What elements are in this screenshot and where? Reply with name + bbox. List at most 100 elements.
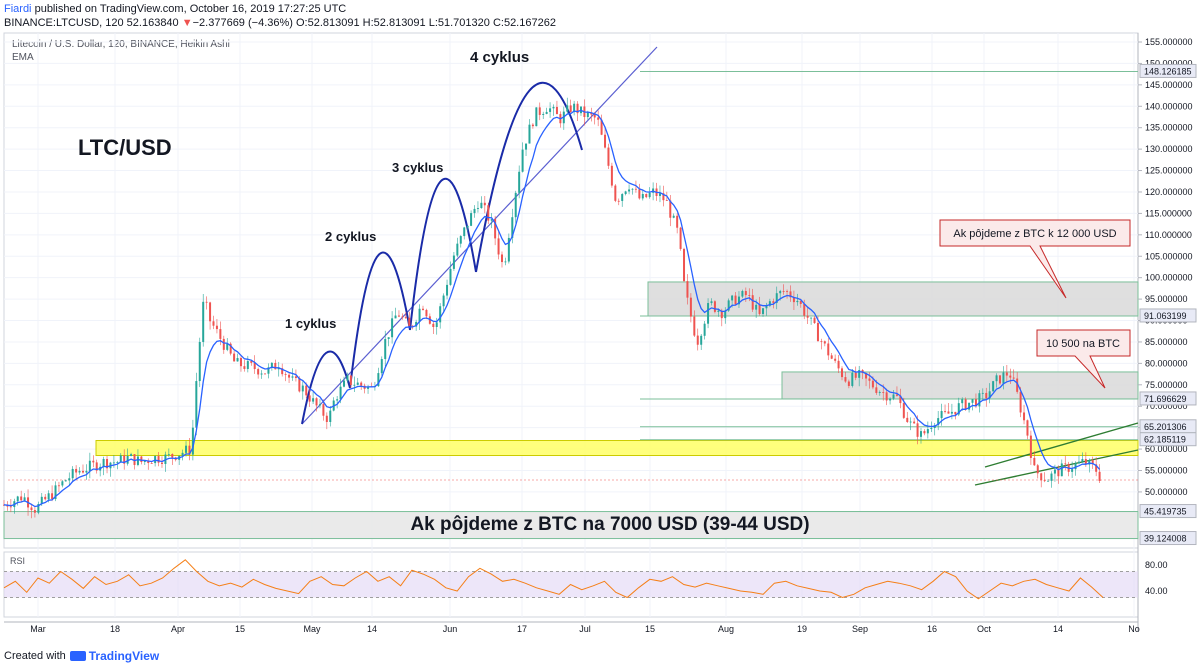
- candle-body: [813, 317, 816, 323]
- created-with-label: Created with: [4, 650, 66, 662]
- candle-body: [415, 321, 418, 327]
- callout1-box: [939, 219, 1131, 299]
- candle-body: [621, 194, 624, 201]
- candle-body: [573, 103, 576, 113]
- legend-ema: EMA: [12, 52, 34, 63]
- price-tick-label: 150.000000: [1145, 58, 1193, 68]
- chart-annotations: LTC/USD 1 cyklus 2 cyklus 3 cyklus 4 cyklus A…: [78, 49, 1131, 535]
- candle-body: [586, 112, 589, 118]
- candle-body: [634, 188, 637, 190]
- candle-body: [851, 372, 854, 386]
- candle-body: [847, 381, 850, 386]
- candle-body: [566, 105, 569, 112]
- candle-body: [133, 454, 136, 465]
- candle-body: [689, 297, 692, 317]
- candle-body: [92, 460, 95, 463]
- candle-body: [786, 291, 789, 292]
- candle-body: [288, 374, 291, 378]
- candle-body: [136, 456, 139, 465]
- time-tick-label: 19: [797, 624, 807, 634]
- candle-body: [930, 427, 933, 430]
- time-tick-label: 15: [645, 624, 655, 634]
- candle-body: [54, 485, 57, 500]
- candle-body: [106, 458, 109, 469]
- candle-body: [858, 370, 861, 378]
- price-tick-label: 85.000000: [1145, 337, 1188, 347]
- callout2-box: [1036, 329, 1131, 389]
- candle-body: [683, 248, 686, 282]
- candle-body: [449, 268, 452, 285]
- price-chart[interactable]: RSI 80.00 40.00 155.000000 150.000000 145.00…: [0, 0, 1200, 645]
- candle-body: [823, 341, 826, 344]
- price-tick-label: 130.000000: [1145, 144, 1193, 154]
- candle-body: [315, 398, 318, 406]
- candle-body: [260, 373, 263, 375]
- candle-body: [710, 301, 713, 304]
- candle-body: [837, 360, 840, 369]
- candle-body: [418, 308, 421, 322]
- candle-body: [779, 291, 782, 294]
- candle-body: [792, 297, 795, 303]
- candle-body: [291, 376, 294, 378]
- candle-body: [270, 362, 273, 368]
- candle-body: [686, 281, 689, 298]
- candle-body: [1060, 463, 1063, 477]
- candle-body: [75, 468, 78, 473]
- candle-body: [476, 208, 479, 209]
- candle-body: [85, 470, 88, 473]
- candle-body: [707, 303, 710, 324]
- candle-body: [944, 411, 947, 412]
- candle-body: [820, 341, 823, 343]
- candle-body: [631, 188, 634, 190]
- channel-upper: [984, 422, 1139, 468]
- time-tick-label: Mar: [30, 624, 46, 634]
- candle-body: [755, 304, 758, 310]
- ema-series: [3, 109, 1101, 508]
- price-tick-label: 155.000000: [1145, 37, 1193, 47]
- candle-body: [209, 302, 212, 322]
- candle-body: [1098, 471, 1101, 481]
- author-name[interactable]: Fiardi: [4, 3, 32, 15]
- time-axis: Mar 18 Apr 15 May 14 Jun 17 Jul 15 Aug 19 Sep 16 Oct 14…: [30, 624, 1140, 634]
- price-tick-label: 55.000000: [1145, 466, 1188, 476]
- price-tick-label: 115.000000: [1145, 208, 1192, 218]
- candle-body: [604, 134, 607, 148]
- candle-body: [638, 189, 641, 199]
- price-tick-label: 95.000000: [1145, 294, 1188, 304]
- level-label: 148.126185: [1144, 66, 1192, 76]
- candle-body: [741, 291, 744, 297]
- candle-body: [504, 261, 507, 263]
- candle-body: [1095, 464, 1098, 472]
- cycle2-arc: [349, 251, 411, 389]
- level-tag: [1139, 504, 1197, 519]
- candle-body: [494, 219, 497, 239]
- candle-body: [624, 191, 627, 195]
- candle-body: [947, 411, 950, 414]
- price-tick-label: 110.000000: [1145, 230, 1192, 240]
- candle-body: [1077, 461, 1080, 464]
- cycle-trendline: [301, 46, 658, 425]
- candle-body: [30, 507, 33, 511]
- tradingview-icon: [69, 651, 86, 661]
- price-tick-label: 140.000000: [1145, 101, 1193, 111]
- candle-body: [549, 108, 552, 112]
- candle-body: [511, 217, 514, 238]
- price-tick-label: 70.000000: [1145, 401, 1188, 411]
- candle-body: [157, 456, 160, 463]
- candle-body: [597, 117, 600, 120]
- candle-body: [394, 315, 397, 319]
- tradingview-logo[interactable]: TradingView: [69, 649, 159, 663]
- candle-body: [9, 506, 12, 508]
- time-tick-label: Oct: [977, 624, 992, 634]
- candle-body: [1074, 463, 1077, 470]
- price-tick-label: 75.000000: [1145, 380, 1188, 390]
- candle-body: [325, 415, 328, 422]
- candle-body: [514, 192, 517, 218]
- candle-body: [346, 375, 349, 381]
- candle-body: [875, 387, 878, 393]
- candle-body: [391, 318, 394, 338]
- price-tick-label: 50.000000: [1145, 487, 1188, 497]
- price-tick-label: 60.000000: [1145, 444, 1188, 454]
- candle-body: [985, 392, 988, 399]
- ohlc-values: O:52.813091 H:52.813091 L:51.701320 C:52…: [296, 17, 556, 29]
